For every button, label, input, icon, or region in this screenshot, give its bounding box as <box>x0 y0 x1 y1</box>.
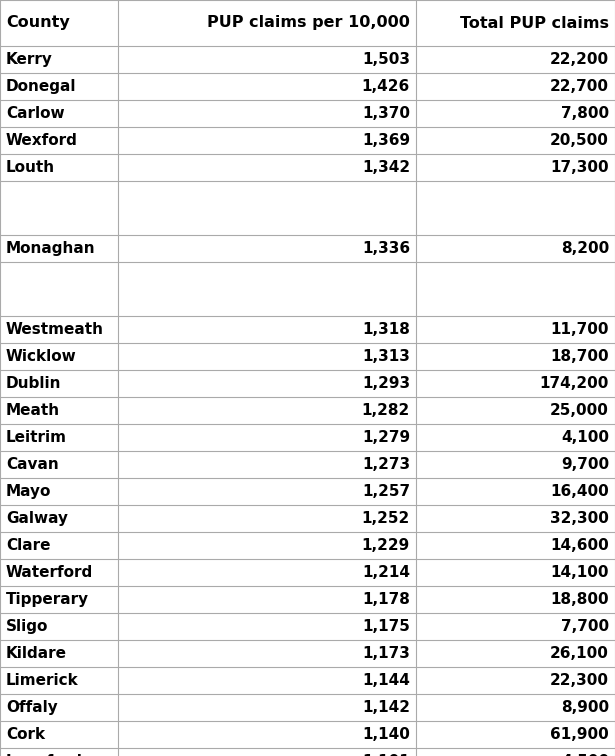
Text: 1,318: 1,318 <box>362 322 410 337</box>
Text: 1,313: 1,313 <box>362 349 410 364</box>
Bar <box>0 721 615 748</box>
Text: 26,100: 26,100 <box>550 646 609 661</box>
Bar <box>0 559 615 586</box>
Text: 1,273: 1,273 <box>362 457 410 472</box>
Text: 1,144: 1,144 <box>362 673 410 688</box>
Text: Dublin: Dublin <box>6 376 62 391</box>
Text: County: County <box>6 16 69 30</box>
Text: 17,300: 17,300 <box>550 160 609 175</box>
Text: Wexford: Wexford <box>6 133 78 148</box>
Text: 22,700: 22,700 <box>550 79 609 94</box>
Text: 174,200: 174,200 <box>539 376 609 391</box>
Bar <box>0 100 615 127</box>
Text: 1,175: 1,175 <box>362 619 410 634</box>
Text: 22,300: 22,300 <box>550 673 609 688</box>
Text: 1,101: 1,101 <box>362 754 410 756</box>
Bar <box>0 235 615 262</box>
Text: 11,700: 11,700 <box>550 322 609 337</box>
Text: 1,178: 1,178 <box>362 592 410 607</box>
Text: 22,200: 22,200 <box>550 52 609 67</box>
Text: Wicklow: Wicklow <box>6 349 77 364</box>
Text: 1,257: 1,257 <box>362 484 410 499</box>
Text: Monaghan: Monaghan <box>6 241 95 256</box>
Text: 1,214: 1,214 <box>362 565 410 580</box>
Text: 14,600: 14,600 <box>550 538 609 553</box>
Text: Clare: Clare <box>6 538 50 553</box>
Bar <box>0 424 615 451</box>
Text: 1,229: 1,229 <box>362 538 410 553</box>
Text: 1,142: 1,142 <box>362 700 410 715</box>
Text: Waterford: Waterford <box>6 565 93 580</box>
Text: Cavan: Cavan <box>6 457 59 472</box>
Text: 1,426: 1,426 <box>362 79 410 94</box>
Text: 4,100: 4,100 <box>561 430 609 445</box>
Text: Kildare: Kildare <box>6 646 67 661</box>
Bar <box>0 0 615 46</box>
Text: 61,900: 61,900 <box>550 727 609 742</box>
Text: 8,900: 8,900 <box>561 700 609 715</box>
Text: Louth: Louth <box>6 160 55 175</box>
Text: 1,336: 1,336 <box>362 241 410 256</box>
Bar <box>0 640 615 667</box>
Text: Leitrim: Leitrim <box>6 430 67 445</box>
Bar <box>0 154 615 181</box>
Text: 18,800: 18,800 <box>550 592 609 607</box>
Text: 32,300: 32,300 <box>550 511 609 526</box>
Text: Kerry: Kerry <box>6 52 53 67</box>
Text: Longford: Longford <box>6 754 83 756</box>
Text: Carlow: Carlow <box>6 106 65 121</box>
Text: 1,140: 1,140 <box>362 727 410 742</box>
Bar <box>0 478 615 505</box>
Text: 7,700: 7,700 <box>561 619 609 634</box>
Bar <box>0 73 615 100</box>
Text: 1,173: 1,173 <box>362 646 410 661</box>
Bar <box>0 586 615 613</box>
Text: 14,100: 14,100 <box>550 565 609 580</box>
Text: Westmeath: Westmeath <box>6 322 104 337</box>
Text: Offaly: Offaly <box>6 700 58 715</box>
Text: 16,400: 16,400 <box>550 484 609 499</box>
Text: Donegal: Donegal <box>6 79 76 94</box>
Text: 1,370: 1,370 <box>362 106 410 121</box>
Bar <box>0 46 615 73</box>
Text: 1,252: 1,252 <box>362 511 410 526</box>
Bar <box>0 127 615 154</box>
Text: Sligo: Sligo <box>6 619 49 634</box>
Text: Meath: Meath <box>6 403 60 418</box>
Bar <box>0 370 615 397</box>
Text: PUP claims per 10,000: PUP claims per 10,000 <box>207 16 410 30</box>
Text: 8,200: 8,200 <box>561 241 609 256</box>
Text: 25,000: 25,000 <box>550 403 609 418</box>
Text: Mayo: Mayo <box>6 484 52 499</box>
Text: 4,500: 4,500 <box>561 754 609 756</box>
Text: 1,282: 1,282 <box>362 403 410 418</box>
Text: Cork: Cork <box>6 727 45 742</box>
Text: Total PUP claims: Total PUP claims <box>460 16 609 30</box>
Bar <box>0 532 615 559</box>
Text: 1,279: 1,279 <box>362 430 410 445</box>
Bar <box>0 613 615 640</box>
Text: 1,503: 1,503 <box>362 52 410 67</box>
Text: 1,293: 1,293 <box>362 376 410 391</box>
Bar <box>0 694 615 721</box>
Bar <box>0 316 615 343</box>
Text: Limerick: Limerick <box>6 673 79 688</box>
Text: 1,369: 1,369 <box>362 133 410 148</box>
Text: 9,700: 9,700 <box>561 457 609 472</box>
Bar <box>0 343 615 370</box>
Bar <box>0 748 615 756</box>
Text: 20,500: 20,500 <box>550 133 609 148</box>
Bar <box>0 505 615 532</box>
Bar <box>0 667 615 694</box>
Text: Tipperary: Tipperary <box>6 592 89 607</box>
Text: 18,700: 18,700 <box>550 349 609 364</box>
Bar <box>0 397 615 424</box>
Bar <box>0 451 615 478</box>
Text: 1,342: 1,342 <box>362 160 410 175</box>
Text: 7,800: 7,800 <box>561 106 609 121</box>
Text: Galway: Galway <box>6 511 68 526</box>
